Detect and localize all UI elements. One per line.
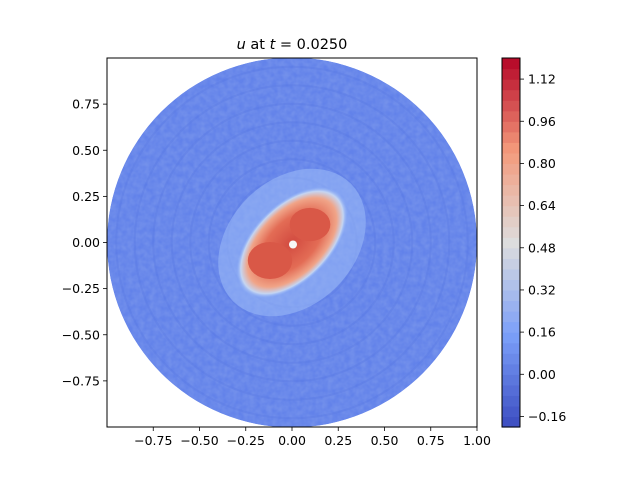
colorbar-band bbox=[502, 79, 520, 91]
colorbar-band bbox=[502, 216, 520, 228]
field-hot-lobe bbox=[247, 242, 293, 279]
colorbar-tick-label: 0.32 bbox=[528, 282, 556, 297]
field-ring bbox=[152, 102, 432, 383]
colorbar-band bbox=[502, 100, 520, 112]
x-tick-label: −0.25 bbox=[227, 433, 265, 448]
colorbar-band bbox=[502, 405, 520, 418]
y-tick-label: 0.75 bbox=[72, 97, 100, 112]
colorbar-band bbox=[502, 142, 520, 154]
colorbar-band bbox=[502, 205, 520, 217]
colorbar: 1.12 0.96 0.80 0.64 0.48 0.32 0.16 0.00 −0.16 bbox=[501, 57, 566, 428]
colorbar-band bbox=[502, 121, 520, 133]
colorbar-band bbox=[502, 163, 520, 175]
colorbar-band bbox=[502, 311, 520, 323]
colorbar-band bbox=[502, 268, 520, 280]
y-tick-label: 0.50 bbox=[72, 143, 100, 158]
field-ring bbox=[115, 65, 469, 420]
colorbar-tick-label: 0.64 bbox=[528, 198, 556, 213]
colorbar-tick-label: 0.80 bbox=[528, 156, 556, 171]
colorbar-band bbox=[502, 68, 520, 80]
colorbar-band bbox=[502, 384, 520, 396]
colorbar-band bbox=[502, 332, 520, 344]
x-tick-label: 0.00 bbox=[278, 433, 306, 448]
colorbar-band bbox=[502, 184, 520, 196]
field-ring bbox=[170, 121, 414, 364]
colorbar-band bbox=[502, 416, 520, 428]
colorbar-band bbox=[502, 321, 520, 333]
y-axis: 0.75 0.50 0.25 0.00 −0.25 −0.50 −0.75 bbox=[62, 97, 107, 388]
field-ring bbox=[133, 84, 451, 401]
colorbar-band bbox=[502, 353, 520, 365]
colorbar-band bbox=[502, 289, 520, 302]
colorbar-band bbox=[502, 110, 520, 122]
colorbar-band bbox=[502, 363, 520, 375]
x-tick-label: 0.25 bbox=[324, 433, 352, 448]
colorbar-ticks: 1.12 0.96 0.80 0.64 0.48 0.32 0.16 0.00 −0.16 bbox=[520, 72, 566, 424]
colorbar-band bbox=[502, 300, 520, 312]
chart-title: u at t = 0.0250 bbox=[237, 37, 348, 53]
colorbar-tick-label: 0.96 bbox=[528, 114, 556, 129]
colorbar-tick-label: −0.16 bbox=[528, 409, 566, 424]
x-tick-label: 1.00 bbox=[463, 433, 491, 448]
x-tick-label: −0.50 bbox=[180, 433, 218, 448]
y-tick-label: −0.75 bbox=[62, 373, 100, 388]
colorbar-band bbox=[502, 279, 520, 291]
colorbar-band bbox=[502, 226, 520, 238]
contour-field bbox=[107, 57, 477, 428]
colorbar-band bbox=[502, 58, 520, 70]
x-tick-label: 0.75 bbox=[417, 433, 445, 448]
field-ring bbox=[207, 158, 377, 327]
colorbar-band bbox=[502, 152, 520, 165]
field-hot-lobe bbox=[289, 207, 331, 242]
colorbar-frame bbox=[501, 57, 521, 428]
x-tick-label: −0.75 bbox=[134, 433, 172, 448]
colorbar-tick-label: 0.16 bbox=[528, 325, 556, 340]
colorbar-band bbox=[502, 374, 520, 386]
colorbar-band bbox=[502, 195, 520, 207]
colorbar-band bbox=[502, 89, 520, 101]
colorbar-band bbox=[502, 258, 520, 270]
field-center-spot bbox=[289, 240, 297, 249]
colorbar-band bbox=[502, 247, 520, 259]
x-axis: −0.75 −0.50 −0.25 0.00 0.25 0.50 0.75 1.00 bbox=[134, 427, 491, 448]
y-tick-label: 0.25 bbox=[72, 189, 100, 204]
colorbar-band bbox=[502, 342, 520, 354]
field-ring bbox=[189, 139, 395, 346]
colorbar-band bbox=[502, 237, 520, 249]
colorbar-bands bbox=[502, 58, 520, 428]
y-tick-label: 0.00 bbox=[72, 235, 100, 250]
plot-area: −0.75 −0.50 −0.25 0.00 0.25 0.50 0.75 1.00 0.75… bbox=[62, 57, 491, 448]
colorbar-band bbox=[502, 395, 520, 407]
y-tick-label: −0.25 bbox=[62, 281, 100, 296]
x-tick-label: 0.50 bbox=[371, 433, 399, 448]
colorbar-tick-label: 0.48 bbox=[528, 240, 556, 255]
colorbar-tick-label: 0.00 bbox=[528, 367, 556, 382]
colorbar-band bbox=[502, 131, 520, 143]
colorbar-tick-label: 1.12 bbox=[528, 72, 556, 87]
colorbar-band bbox=[502, 173, 520, 186]
y-tick-label: −0.50 bbox=[62, 327, 100, 342]
